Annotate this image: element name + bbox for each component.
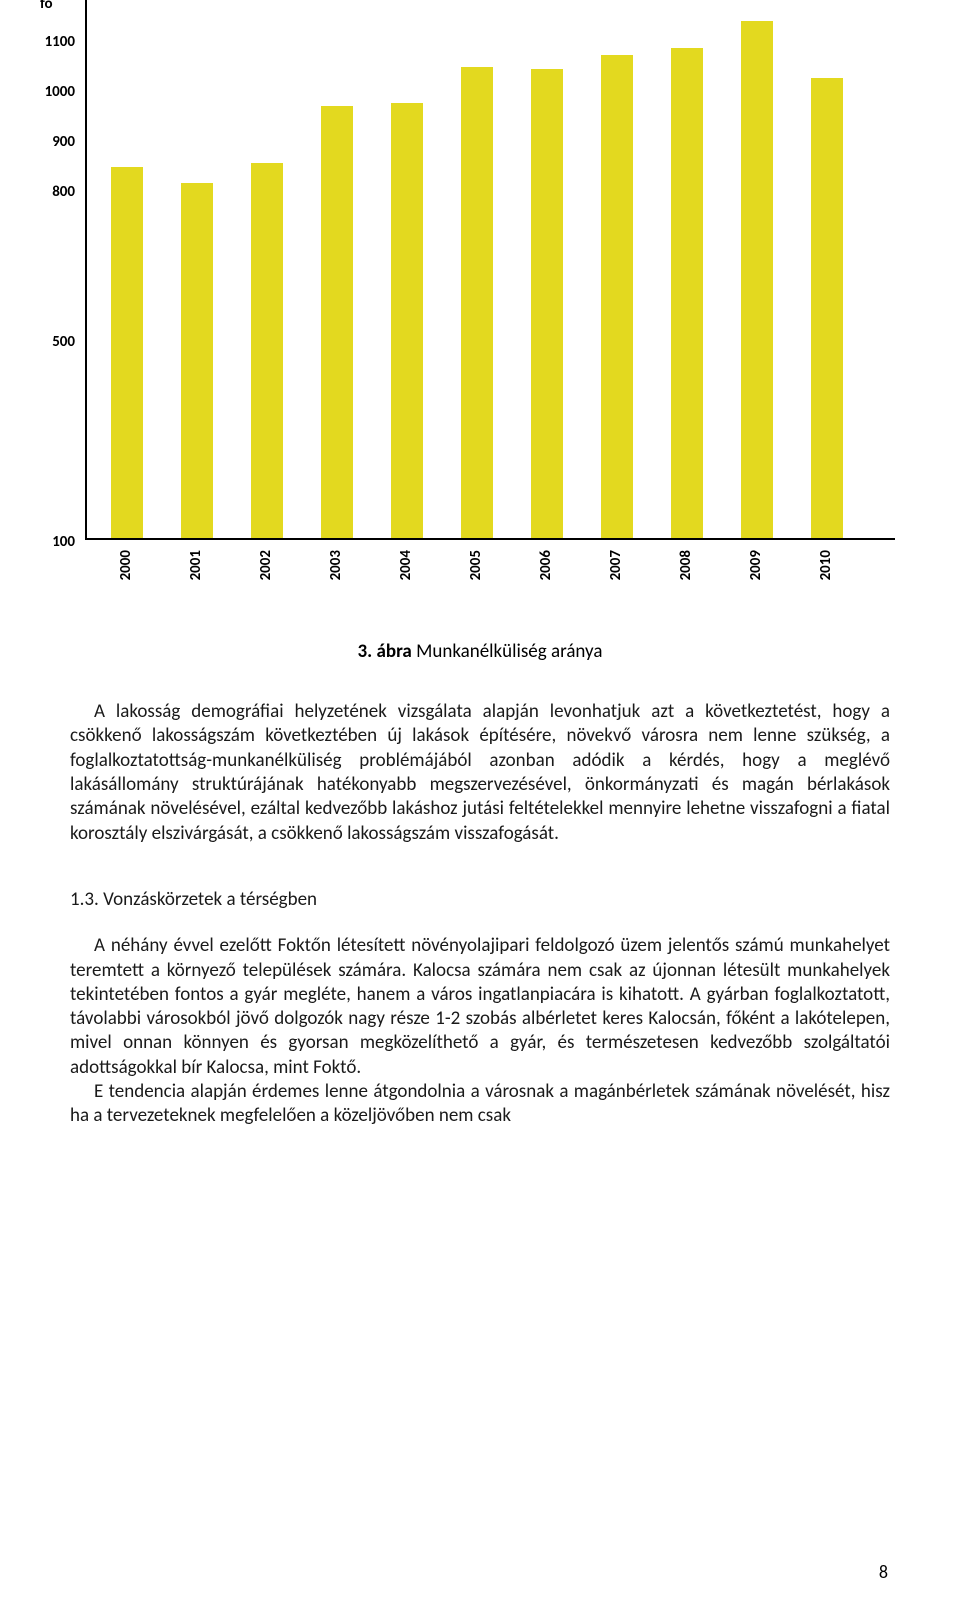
bar <box>111 167 143 538</box>
y-axis-label: fő <box>40 0 53 13</box>
section-heading: 1.3. Vonzáskörzetek a térségben <box>70 888 890 912</box>
x-tick: 2006 <box>537 550 555 580</box>
x-tick: 2002 <box>257 550 275 580</box>
x-tick: 2007 <box>607 550 625 580</box>
body-text: A lakosság demográfiai helyzetének vizsg… <box>70 700 890 1129</box>
bar <box>181 183 213 538</box>
chart-plot <box>85 0 895 540</box>
y-tick: 100 <box>35 533 75 551</box>
caption-bold: 3. ábra <box>358 640 412 663</box>
x-tick: 2005 <box>467 550 485 580</box>
y-tick: 1000 <box>35 83 75 101</box>
caption-text: Munkanélküliség aránya <box>412 640 603 663</box>
y-tick: 500 <box>35 333 75 351</box>
y-tick: 900 <box>35 133 75 151</box>
x-tick: 2000 <box>117 550 135 580</box>
paragraph-2: A néhány évvel ezelőtt Foktőn létesített… <box>70 934 890 1080</box>
x-tick: 2003 <box>327 550 345 580</box>
bar <box>671 48 703 538</box>
bar <box>811 78 843 538</box>
paragraph-1: A lakosság demográfiai helyzetének vizsg… <box>70 700 890 846</box>
x-tick: 2010 <box>817 550 835 580</box>
paragraph-3: E tendencia alapján érdemes lenne átgond… <box>70 1080 890 1129</box>
x-tick: 2001 <box>187 550 205 580</box>
bar-chart: fő 1100 1000 900 800 500 100 2000 2001 2002 2003… <box>35 0 905 630</box>
bar <box>461 67 493 538</box>
x-tick: 2008 <box>677 550 695 580</box>
bar <box>531 69 563 538</box>
x-tick: 2004 <box>397 550 415 580</box>
bar <box>321 106 353 538</box>
y-tick: 800 <box>35 183 75 201</box>
page-number: 8 <box>879 1561 888 1583</box>
x-tick: 2009 <box>747 550 765 580</box>
bar <box>741 21 773 538</box>
y-tick: 1100 <box>35 33 75 51</box>
bar <box>391 103 423 538</box>
bar <box>251 163 283 538</box>
chart-caption: 3. ábra Munkanélküliség aránya <box>0 640 960 663</box>
bar <box>601 55 633 538</box>
